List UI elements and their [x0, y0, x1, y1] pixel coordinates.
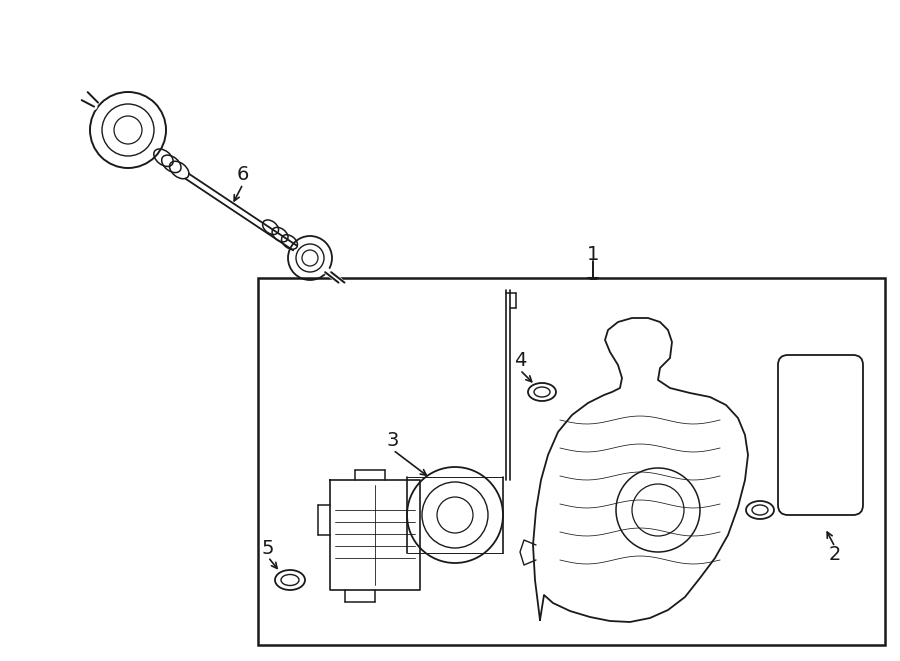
Text: 2: 2	[829, 545, 842, 564]
Text: 6: 6	[237, 165, 249, 184]
Text: 4: 4	[514, 350, 526, 369]
Bar	[258, 278, 885, 645]
Text: 3: 3	[387, 430, 400, 449]
Text: 5: 5	[262, 539, 274, 557]
FancyBboxPatch shape	[778, 355, 863, 515]
Text: 1: 1	[587, 245, 599, 264]
